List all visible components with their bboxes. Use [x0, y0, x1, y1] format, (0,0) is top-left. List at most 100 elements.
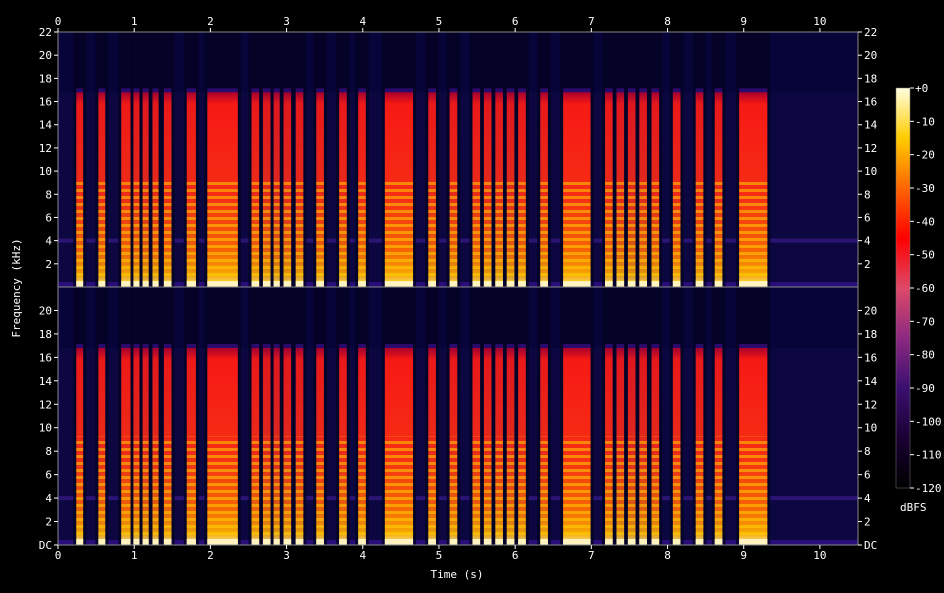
note-fundamental [540, 539, 548, 545]
note-fundamental [506, 281, 515, 287]
note-fundamental [384, 539, 414, 545]
note-harmonics [316, 179, 324, 287]
note-fundamental [283, 281, 292, 287]
note-fundamental [121, 539, 132, 545]
note-fundamental [506, 539, 515, 545]
note-fundamental [186, 539, 196, 545]
note-harmonics [207, 179, 238, 287]
note-harmonics [672, 436, 681, 545]
y-tick-label-left: 4 [45, 492, 52, 505]
colorbar-tick-label: -20 [915, 149, 935, 162]
note-harmonics [283, 179, 292, 287]
note-fundamental [518, 281, 526, 287]
note-harmonics [651, 436, 660, 545]
note-fundamental [121, 281, 132, 287]
colorbar-tick-label: -50 [915, 249, 935, 262]
note-harmonics [133, 436, 140, 545]
colorbar-tick-label: -60 [915, 282, 935, 295]
y-tick-label-left: 16 [39, 96, 52, 109]
y-tick-label-right: 18 [864, 328, 877, 341]
note-fundamental [262, 539, 271, 545]
note-harmonics [186, 179, 196, 287]
note-fundamental [639, 281, 647, 287]
note-harmonics [605, 436, 613, 545]
colorbar-tick-label: -30 [915, 182, 935, 195]
y-tick-label-left: 14 [39, 375, 53, 388]
note-harmonics [495, 436, 503, 545]
x-axis-label: Time (s) [431, 568, 484, 581]
note-harmonics [616, 436, 625, 545]
note-harmonics [639, 179, 647, 287]
note-harmonics [714, 179, 723, 287]
y-tick-label-left: 6 [45, 469, 52, 482]
y-tick-label-left: 4 [45, 235, 52, 248]
x-tick-label-bottom: 4 [359, 549, 366, 562]
note-harmonics [262, 436, 271, 545]
y-tick-label-right: 8 [864, 445, 871, 458]
y-tick-label-left: 16 [39, 351, 52, 364]
y-tick-label-right: 4 [864, 492, 871, 505]
colorbar-tick-label: -40 [915, 215, 935, 228]
y-tick-label-right: 10 [864, 165, 877, 178]
note-fundamental [133, 281, 140, 287]
note-fundamental [251, 281, 260, 287]
note-harmonics [627, 436, 636, 545]
note-fundamental [714, 281, 723, 287]
note-fundamental [518, 539, 526, 545]
y-tick-label-right: 20 [864, 304, 877, 317]
note-harmonics [428, 179, 436, 287]
note-harmonics [672, 179, 681, 287]
note-fundamental [563, 539, 591, 545]
y-tick-label-right: 20 [864, 49, 877, 62]
note-harmonics [295, 179, 304, 287]
note-harmonics [605, 179, 613, 287]
note-fundamental [76, 281, 84, 287]
y-tick-label-left: 8 [45, 188, 52, 201]
note-fundamental [695, 539, 704, 545]
y-tick-label-left: 20 [39, 304, 52, 317]
note-fundamental [472, 281, 481, 287]
y-tick-label-right: 8 [864, 188, 871, 201]
colorbar [895, 87, 911, 489]
note-harmonics [695, 436, 704, 545]
note-fundamental [152, 539, 159, 545]
note-fundamental [449, 281, 458, 287]
spectrogram-panel-upper [58, 32, 858, 287]
y-tick-label-right: DC [864, 539, 877, 552]
note-harmonics [316, 436, 324, 545]
y-tick-label-left: 12 [39, 398, 52, 411]
note-fundamental [273, 281, 280, 287]
x-tick-label-bottom: 7 [588, 549, 595, 562]
x-tick-label-top: 2 [207, 15, 214, 28]
note-fundamental [639, 539, 647, 545]
note-harmonics [186, 436, 196, 545]
note-harmonics [540, 179, 548, 287]
note-harmonics [339, 436, 347, 545]
note-harmonics [739, 179, 768, 287]
note-harmonics [152, 436, 159, 545]
y-tick-label-right: 2 [864, 516, 871, 529]
note-harmonics [639, 436, 647, 545]
x-tick-label-bottom: 2 [207, 549, 214, 562]
axes-frames [57, 31, 859, 546]
note-harmonics [152, 179, 159, 287]
note-fundamental [672, 281, 681, 287]
x-tick-label-top: 9 [740, 15, 747, 28]
note-fundamental [316, 539, 324, 545]
x-tick-label-top: 8 [664, 15, 671, 28]
note-fundamental [472, 539, 481, 545]
note-fundamental [76, 539, 84, 545]
x-tick-label-top: 10 [813, 15, 826, 28]
y-tick-label-left: 6 [45, 211, 52, 224]
x-tick-label-bottom: 9 [740, 549, 747, 562]
y-tick-label-right: 6 [864, 211, 871, 224]
note-fundamental [616, 281, 625, 287]
note-fundamental [616, 539, 625, 545]
note-fundamental [695, 281, 704, 287]
x-tick-label-bottom: 10 [813, 549, 826, 562]
note-harmonics [121, 179, 132, 287]
colorbar-tick-label: +0 [915, 82, 928, 95]
y-tick-label-right: 14 [864, 375, 878, 388]
note-fundamental [672, 539, 681, 545]
